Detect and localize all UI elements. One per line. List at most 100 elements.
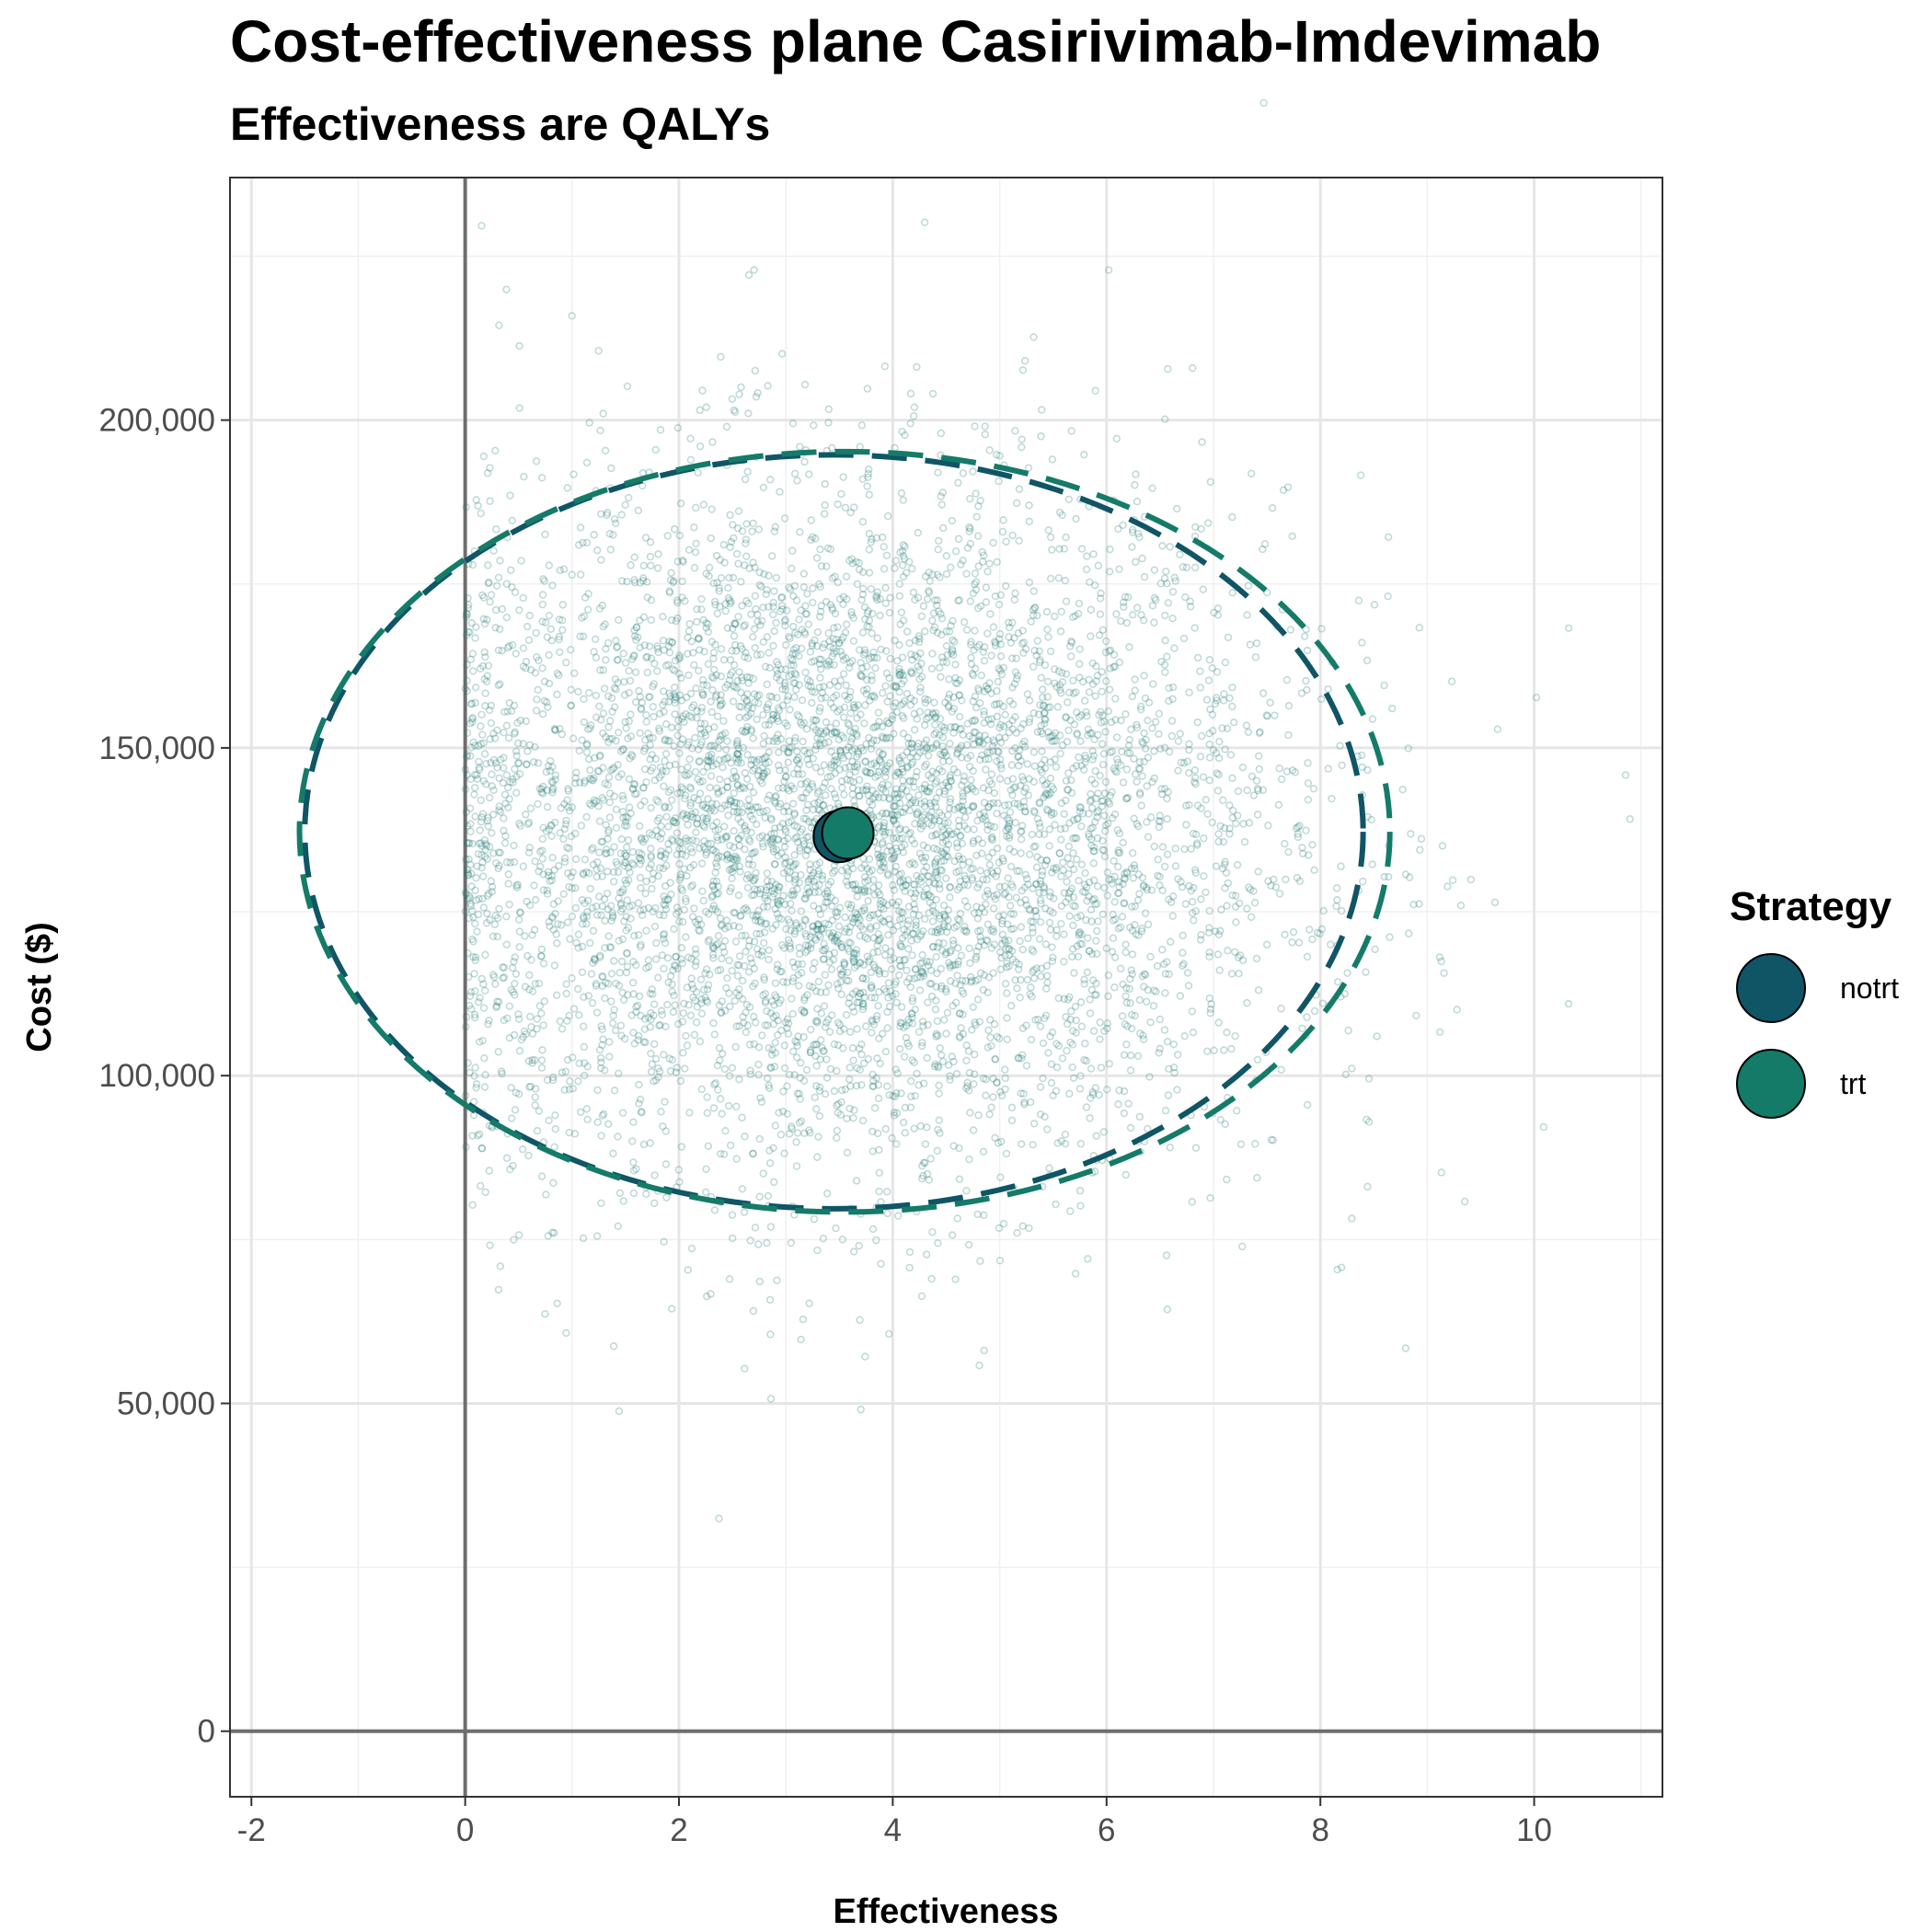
psa-point: [715, 737, 723, 745]
psa-point: [879, 917, 887, 926]
psa-point: [1050, 665, 1059, 673]
psa-point: [743, 690, 752, 698]
psa-point: [1104, 971, 1113, 980]
psa-point: [1225, 830, 1234, 838]
psa-point: [855, 1241, 863, 1250]
psa-point: [765, 571, 773, 580]
psa-point: [477, 851, 486, 859]
psa-point: [727, 537, 736, 546]
psa-point: [953, 768, 961, 776]
psa-point: [875, 812, 883, 821]
psa-point: [753, 617, 762, 626]
psa-point: [478, 661, 488, 671]
psa-point: [875, 718, 883, 726]
psa-point: [617, 957, 627, 966]
psa-point: [682, 693, 691, 702]
psa-point: [531, 980, 540, 988]
psa-point: [991, 1133, 999, 1143]
psa-point: [506, 858, 514, 867]
psa-point: [693, 820, 701, 828]
psa-point: [895, 870, 903, 879]
psa-point: [712, 760, 721, 768]
psa-point: [822, 726, 831, 735]
psa-point: [1017, 835, 1026, 844]
psa-point: [579, 868, 588, 878]
psa-point: [613, 643, 621, 651]
psa-point: [511, 979, 519, 988]
psa-point: [889, 682, 898, 691]
psa-point: [868, 1225, 878, 1234]
psa-point: [1148, 484, 1156, 492]
psa-point: [610, 843, 618, 851]
psa-point: [737, 818, 745, 826]
psa-point: [551, 1111, 559, 1120]
psa-point: [661, 905, 671, 914]
psa-point: [742, 539, 750, 547]
psa-point: [982, 765, 990, 774]
psa-point: [632, 789, 641, 798]
psa-point: [781, 853, 789, 861]
psa-point: [548, 581, 557, 590]
psa-point: [1089, 976, 1098, 984]
psa-point: [615, 937, 623, 945]
psa-point: [545, 825, 554, 834]
psa-point: [960, 806, 968, 815]
psa-point: [605, 1038, 614, 1046]
psa-point: [468, 935, 477, 944]
psa-point: [799, 1033, 808, 1041]
psa-point: [744, 409, 753, 418]
psa-point: [810, 1041, 818, 1050]
psa-point: [519, 644, 528, 652]
psa-point: [634, 633, 642, 641]
psa-point: [957, 1024, 965, 1032]
psa-point: [786, 634, 794, 643]
psa-point: [1093, 926, 1101, 936]
psa-point: [508, 516, 516, 525]
psa-point: [481, 950, 489, 960]
psa-point: [776, 995, 785, 1005]
psa-point: [1075, 609, 1083, 618]
psa-point: [1184, 982, 1193, 990]
psa-point: [537, 474, 546, 482]
reference-lines: [230, 178, 1662, 1797]
psa-point: [788, 546, 797, 555]
psa-point: [935, 765, 944, 774]
psa-point: [974, 684, 983, 693]
psa-point: [625, 803, 634, 811]
psa-point: [839, 670, 848, 678]
psa-point: [575, 1011, 583, 1019]
psa-point: [1246, 885, 1255, 894]
psa-point: [702, 817, 711, 825]
psa-point: [910, 1124, 918, 1133]
psa-point: [686, 863, 695, 872]
psa-point: [1029, 777, 1038, 786]
psa-point: [879, 898, 888, 906]
psa-point: [888, 715, 897, 724]
psa-point: [472, 496, 480, 504]
psa-point: [1040, 709, 1049, 718]
psa-point: [710, 1080, 719, 1088]
psa-point: [665, 689, 673, 697]
psa-point: [680, 999, 688, 1008]
psa-point: [1215, 966, 1224, 974]
psa-point: [676, 499, 685, 508]
psa-point: [1033, 814, 1042, 823]
psa-point: [528, 1056, 536, 1064]
psa-point: [734, 559, 742, 568]
psa-point: [1018, 822, 1027, 830]
psa-point: [896, 620, 904, 628]
psa-point: [838, 1236, 847, 1244]
psa-point: [628, 847, 638, 857]
psa-point: [671, 666, 679, 675]
psa-point: [1183, 757, 1192, 765]
psa-point: [1126, 1066, 1135, 1075]
psa-point: [788, 906, 796, 915]
psa-point: [893, 811, 902, 820]
psa-point: [1066, 887, 1075, 895]
psa-point: [499, 963, 507, 972]
psa-point: [592, 903, 601, 911]
psa-point: [871, 789, 880, 799]
psa-point: [535, 1107, 544, 1115]
psa-point: [877, 1259, 885, 1268]
psa-point: [637, 705, 646, 714]
